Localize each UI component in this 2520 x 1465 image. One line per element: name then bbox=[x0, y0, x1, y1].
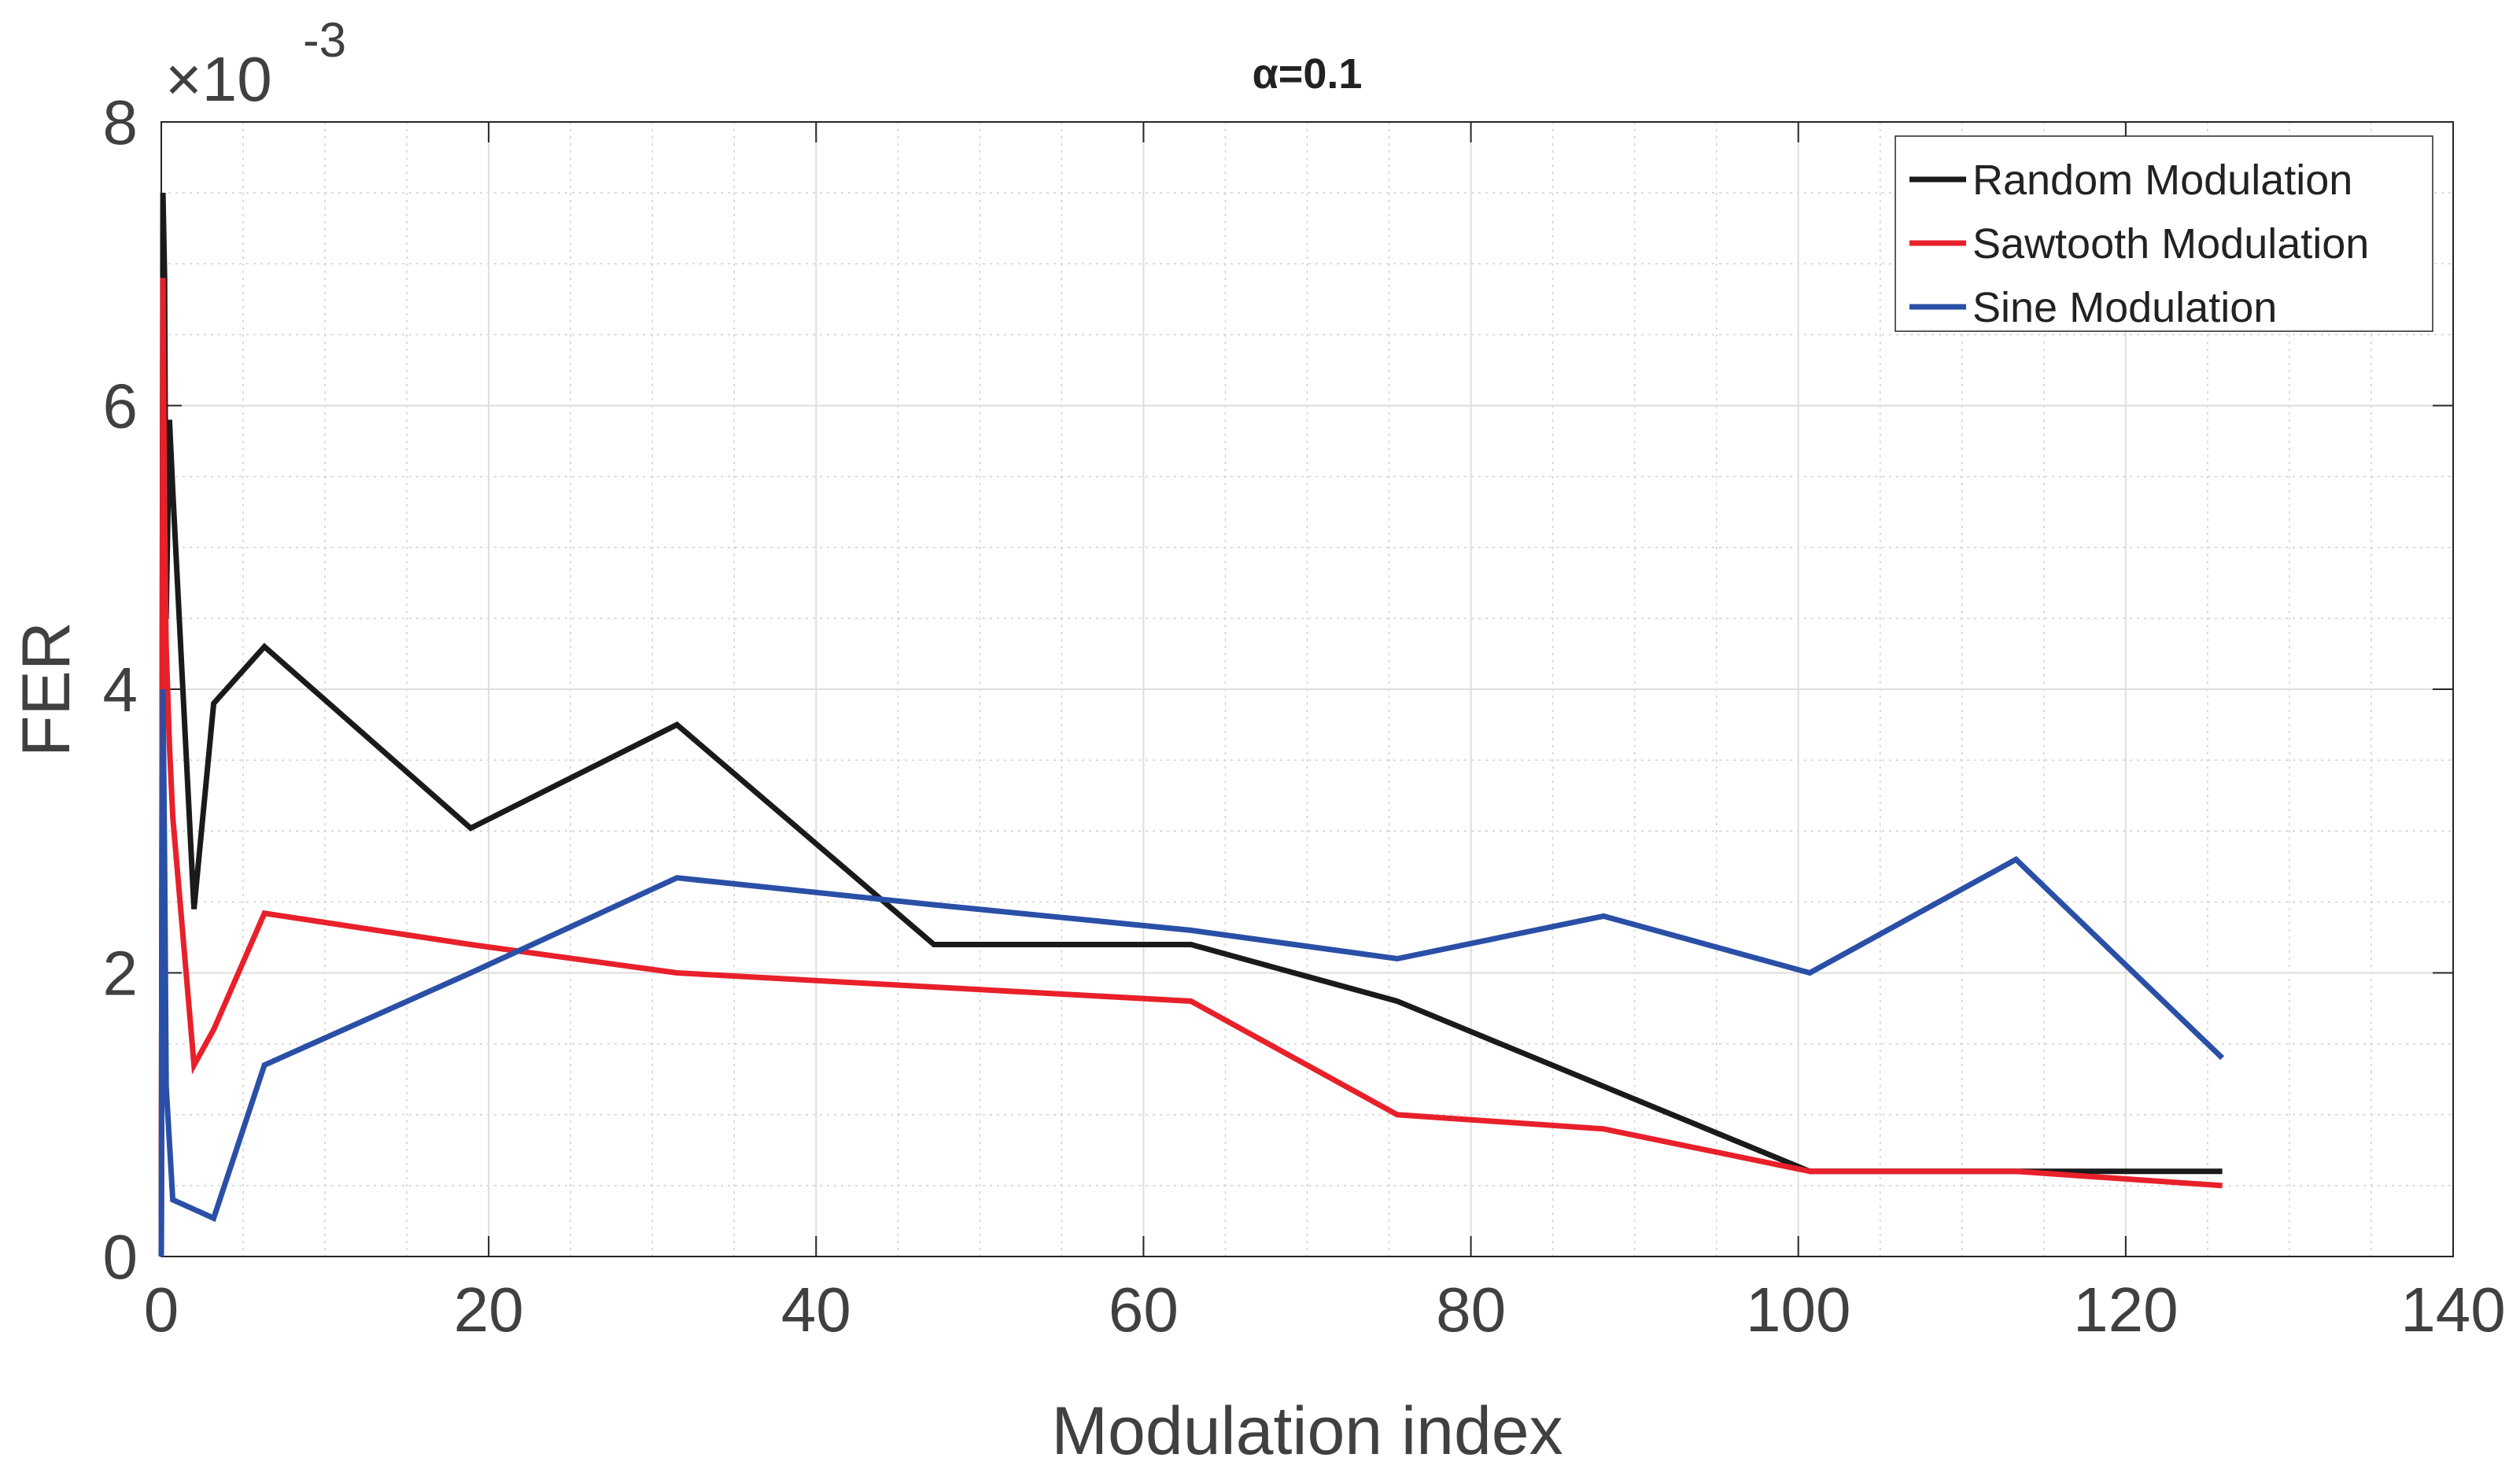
series-lines bbox=[158, 193, 2225, 1257]
axis-ticks bbox=[160, 121, 2454, 1257]
y-axis-label: FER bbox=[9, 622, 84, 757]
x-tick-label: 100 bbox=[1746, 1275, 1850, 1345]
y-tick-label: 0 bbox=[103, 1222, 138, 1292]
y-tick-labels: 0 2 4 6 8 bbox=[103, 87, 138, 1292]
x-tick-label: 20 bbox=[454, 1275, 524, 1345]
series-line-sine-modulation bbox=[158, 688, 2225, 1257]
y-axis-exponent: ×10 -3 bbox=[165, 13, 346, 114]
legend-box bbox=[1895, 135, 2433, 332]
legend-label: Random Modulation bbox=[1972, 157, 2352, 204]
x-tick-label: 80 bbox=[1436, 1275, 1506, 1345]
y-exponent-multiplier: ×10 bbox=[165, 44, 272, 114]
legend: Random Modulation Sawtooth Modulation Sine… bbox=[1895, 135, 2433, 332]
x-tick-label: 40 bbox=[781, 1275, 851, 1345]
x-tick-label: 0 bbox=[144, 1275, 179, 1345]
x-tick-label: 140 bbox=[2400, 1275, 2505, 1345]
major-grid bbox=[160, 121, 2454, 1257]
x-tick-label: 120 bbox=[2073, 1275, 2178, 1345]
x-tick-label: 60 bbox=[1109, 1275, 1179, 1345]
series-line-random-modulation bbox=[158, 193, 2223, 1257]
y-tick-label: 4 bbox=[103, 655, 138, 725]
y-exponent-power: -3 bbox=[303, 13, 346, 68]
chart-title: α=0.1 bbox=[1253, 50, 1363, 98]
x-tick-labels: 0 20 40 60 80 100 120 140 bbox=[144, 1275, 2506, 1345]
series-line-sawtooth-modulation bbox=[158, 278, 2223, 1257]
legend-label: Sine Modulation bbox=[1972, 284, 2277, 331]
y-tick-label: 2 bbox=[103, 939, 138, 1009]
y-tick-label: 6 bbox=[103, 371, 138, 441]
y-tick-label: 8 bbox=[103, 87, 138, 157]
legend-label: Sawtooth Modulation bbox=[1972, 220, 2369, 268]
x-axis-label: Modulation index bbox=[1051, 1393, 1563, 1465]
